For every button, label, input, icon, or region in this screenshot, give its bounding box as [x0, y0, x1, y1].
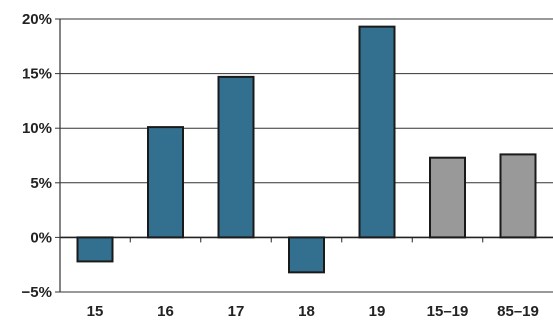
y-tick-label: −5% [22, 284, 52, 301]
bar-6 [429, 156, 466, 239]
y-tick-label: 15% [22, 66, 52, 83]
x-tick-label: 16 [157, 303, 174, 320]
y-tick-label: 20% [22, 11, 52, 28]
x-tick-label: 15–19 [427, 303, 469, 320]
x-tick-label: 15 [87, 303, 104, 320]
bar-2 [147, 126, 184, 239]
bar-5 [358, 25, 396, 239]
y-tick-label: 10% [22, 120, 52, 137]
x-tick-label: 18 [298, 303, 315, 320]
bar-1 [76, 236, 114, 263]
bars [76, 25, 537, 274]
y-tick-label: 5% [30, 175, 52, 192]
axes [59, 19, 484, 292]
y-axis-tick-labels: −5% 0% 5% 10% 15% 20% [22, 11, 52, 301]
bar-7 [499, 153, 537, 239]
x-tick-label: 17 [228, 303, 245, 320]
y-tick-label: 0% [30, 229, 52, 246]
x-tick-label: 85–19 [497, 303, 539, 320]
bar-4 [288, 236, 325, 274]
x-tick-label: 19 [369, 303, 386, 320]
x-axis-tick-labels: 15 16 17 18 19 15–19 85–19 [87, 303, 539, 320]
bar-3 [217, 75, 255, 239]
